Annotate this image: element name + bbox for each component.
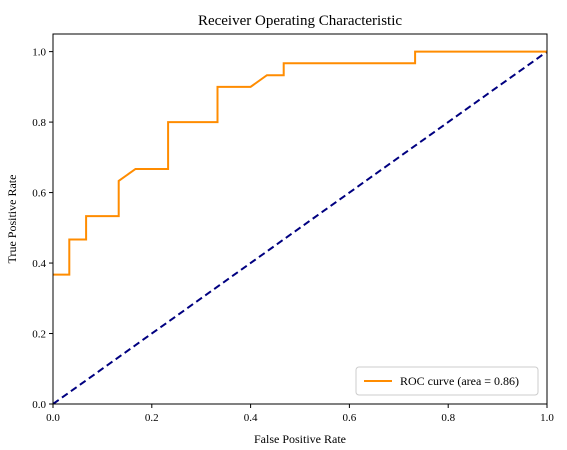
axis-ticks: 0.0 0.2 0.4 0.6 0.8 1.0 0.0 0.2 0.4 0.6 0.8 1.0	[32, 47, 554, 424]
y-tick-label: 1.0	[32, 47, 46, 59]
x-tick-label: 0.2	[145, 412, 159, 424]
y-tick-label: 0.8	[32, 117, 46, 129]
x-tick-label: 0.6	[343, 412, 357, 424]
y-tick-label: 0.4	[32, 258, 46, 270]
diagonal-reference-line	[53, 50, 547, 404]
x-tick-label: 1.0	[540, 412, 554, 424]
plot-area	[53, 50, 547, 404]
y-axis-label: True Positive Rate	[5, 175, 19, 264]
y-tick-label: 0.6	[32, 188, 46, 200]
legend-label: ROC curve (area = 0.86)	[400, 374, 519, 388]
x-tick-label: 0.8	[441, 412, 455, 424]
roc-curve-line	[53, 50, 547, 276]
chart-title: Receiver Operating Characteristic	[198, 13, 402, 29]
x-tick-label: 0.4	[244, 412, 258, 424]
y-tick-label: 0.0	[32, 399, 46, 411]
x-tick-label: 0.0	[46, 412, 60, 424]
x-axis-label: False Positive Rate	[254, 432, 346, 446]
y-tick-label: 0.2	[32, 329, 46, 341]
legend-box	[355, 366, 539, 396]
legend: ROC curve (area = 0.86)	[355, 366, 539, 396]
plot-frame	[52, 33, 548, 405]
